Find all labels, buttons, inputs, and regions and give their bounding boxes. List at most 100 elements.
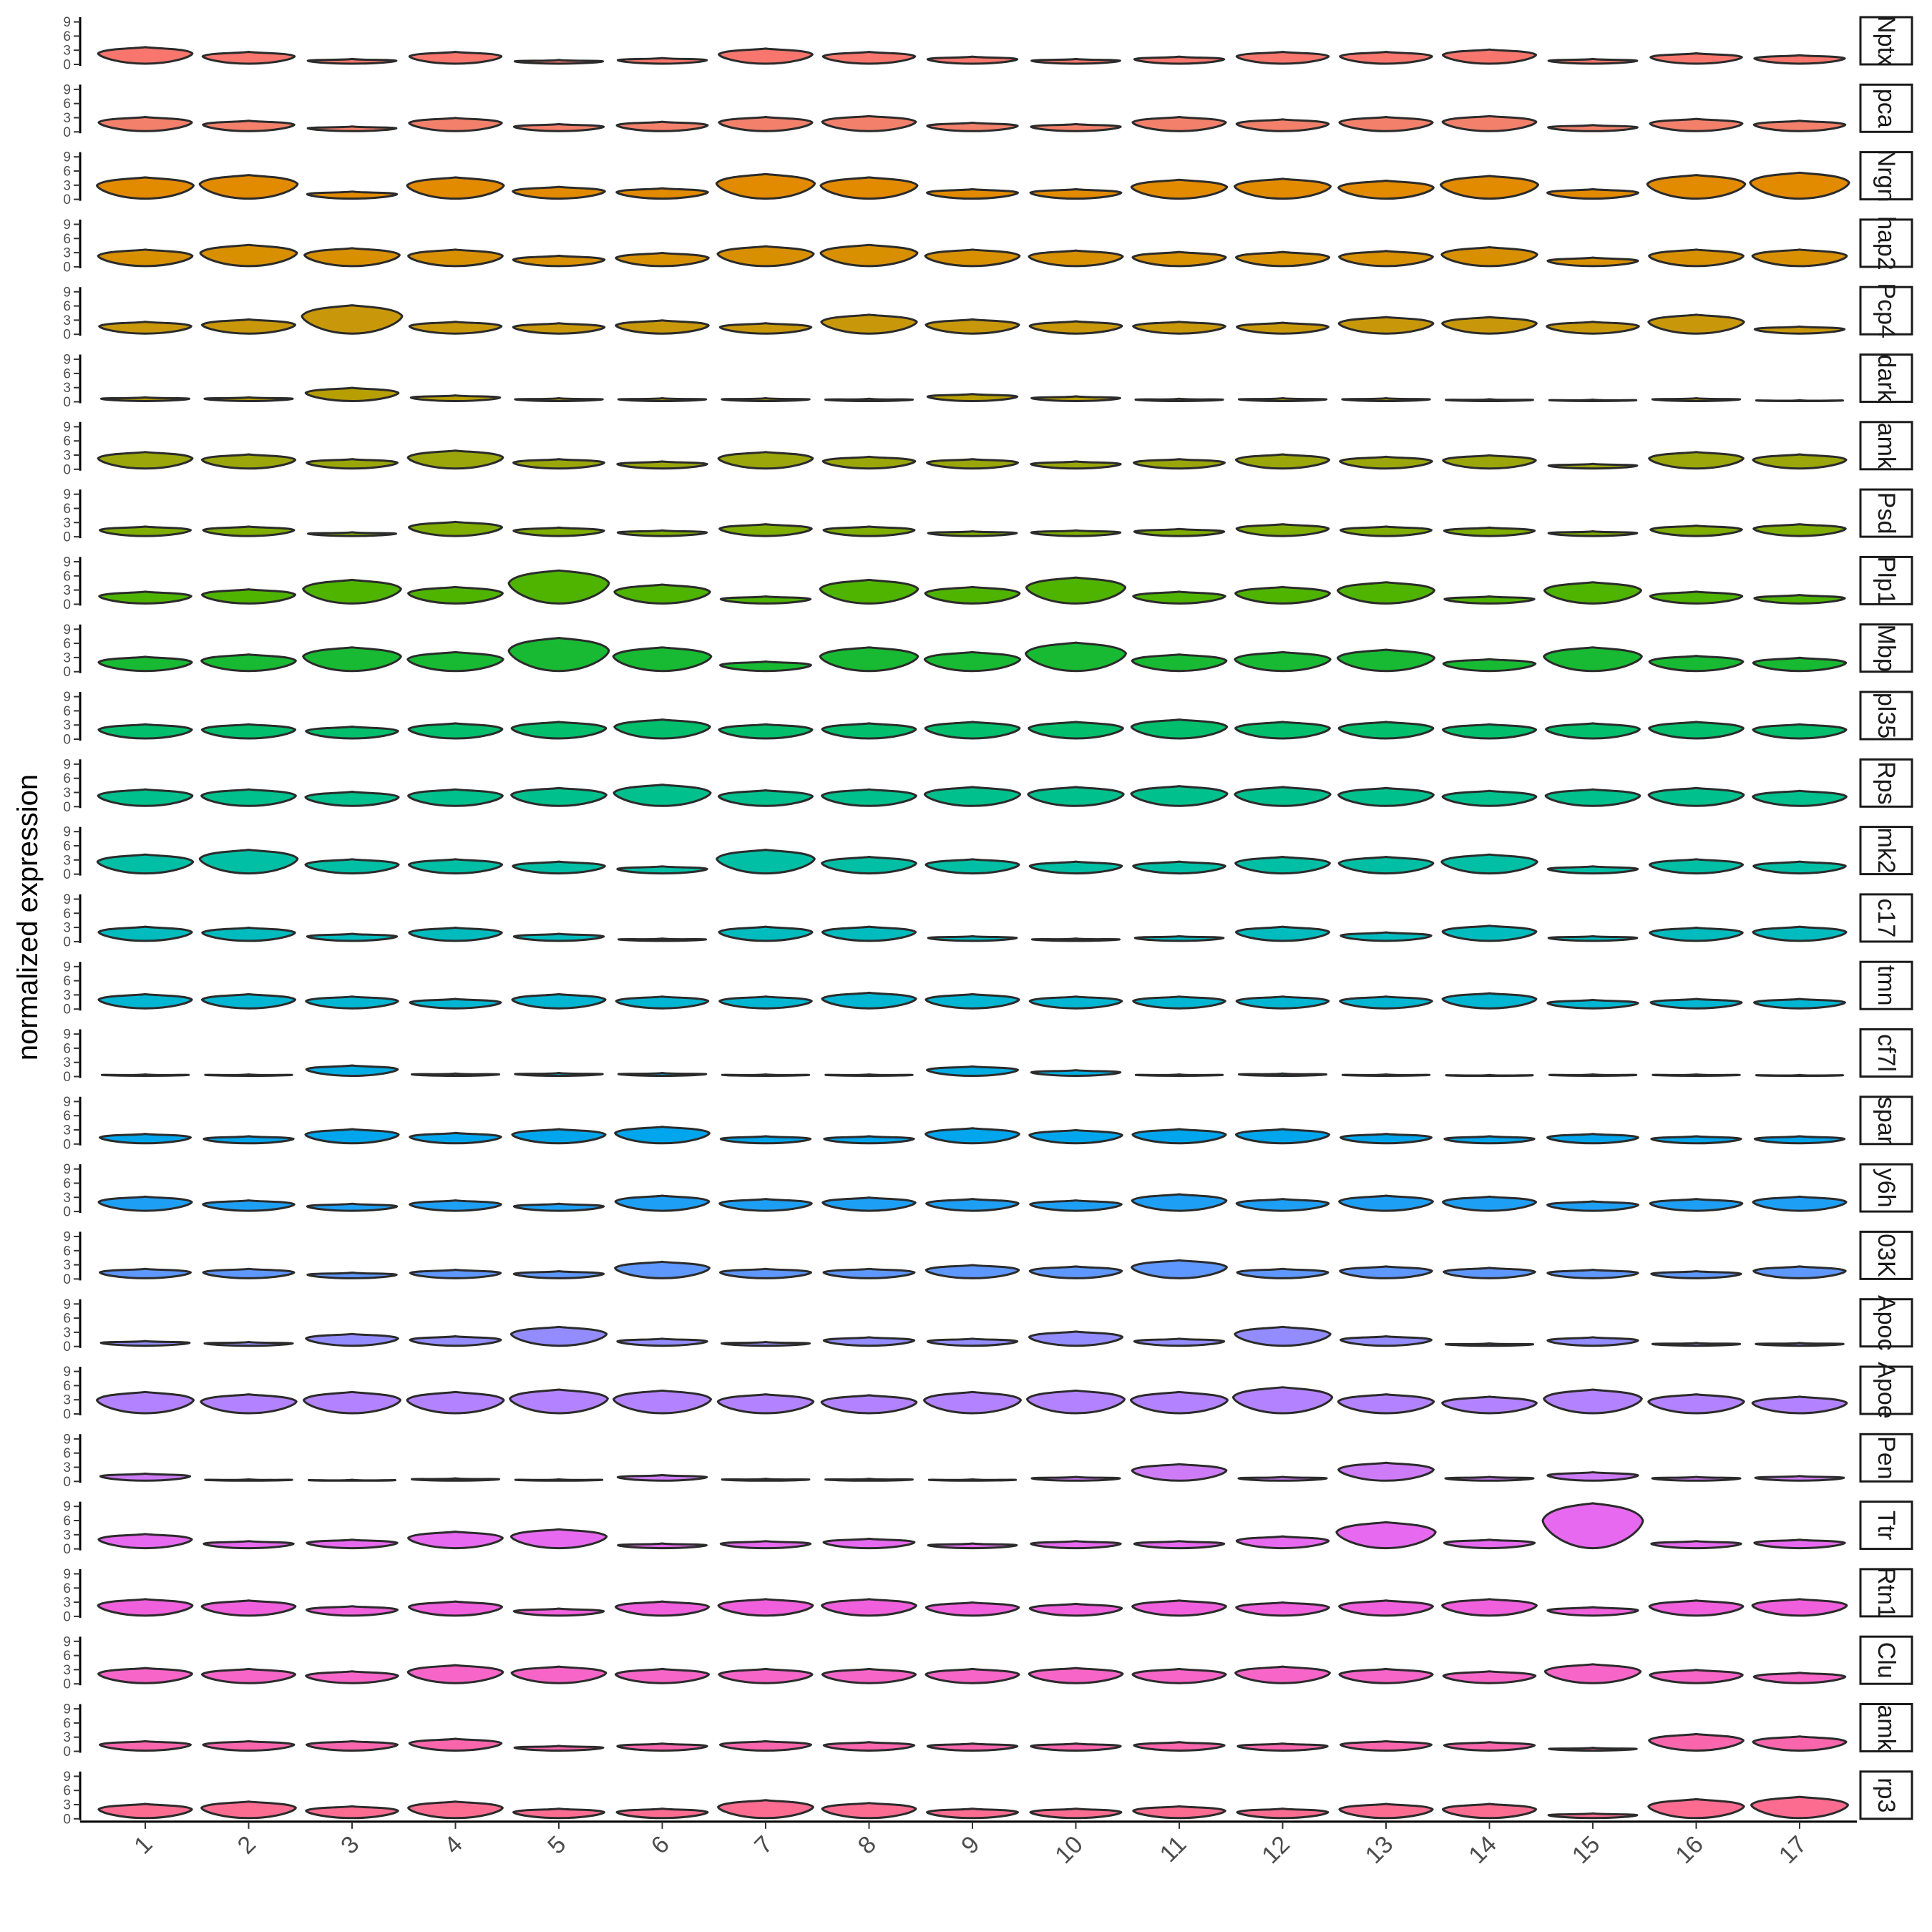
violin-shape <box>1649 117 1744 132</box>
violin-shape <box>924 585 1021 605</box>
gene-strip-label: dark <box>1873 354 1900 402</box>
gene-strip-label: amk <box>1873 1704 1900 1751</box>
violin-shape <box>407 248 504 268</box>
x-tick-label: 6 <box>646 1830 675 1859</box>
violin-shape <box>719 660 812 673</box>
violin-shape <box>819 646 919 673</box>
violin-shape <box>203 396 294 402</box>
violin-shape <box>407 1600 504 1617</box>
violin-shape <box>1132 321 1226 335</box>
violin-shape <box>408 117 503 132</box>
y-tick-label: 3 <box>63 786 71 801</box>
violin-shape <box>1441 789 1538 807</box>
violin-shape <box>924 992 1020 1010</box>
violin-shape <box>99 1133 192 1145</box>
violin-shape <box>408 51 503 65</box>
y-tick-label: 0 <box>63 125 71 140</box>
violin-shape <box>1441 723 1538 740</box>
y-tick-label: 6 <box>63 907 71 922</box>
violin-shape <box>1028 721 1124 740</box>
violin-shape <box>99 1340 191 1347</box>
y-tick-label: 3 <box>63 1663 71 1678</box>
violin-shape <box>1648 655 1745 673</box>
violin-shape <box>922 1390 1023 1415</box>
violin-shape <box>612 646 713 673</box>
violin-shape <box>1647 786 1745 807</box>
violin-shape <box>1647 313 1745 335</box>
gene-strip-box <box>1859 623 1913 673</box>
violin-shape <box>614 1667 711 1684</box>
y-tick-label: 6 <box>63 1312 71 1327</box>
violin-shape <box>1337 1461 1435 1482</box>
violin-shape <box>1340 1740 1433 1752</box>
y-tick-label: 6 <box>63 1176 71 1191</box>
violin-shape <box>97 723 193 740</box>
gene-strip-box <box>1859 826 1913 876</box>
violin-shape <box>1133 1337 1226 1347</box>
y-tick-label: 9 <box>63 1162 71 1177</box>
violin-shape <box>1028 1667 1124 1684</box>
violin-shape <box>306 1605 399 1617</box>
gene-strip-label: amk <box>1873 423 1900 469</box>
gene-strip-box <box>1859 16 1913 66</box>
y-tick-label: 6 <box>63 839 71 854</box>
y-tick-label: 9 <box>63 487 71 502</box>
violin-shape <box>926 1807 1019 1820</box>
violin-shape <box>1752 1735 1848 1752</box>
violin-shape <box>97 992 193 1010</box>
violin-shape <box>1647 1797 1745 1820</box>
y-tick-label: 3 <box>63 1325 71 1340</box>
violin-shape <box>1337 180 1435 200</box>
y-tick-label: 0 <box>63 328 71 343</box>
gene-strip-label: y6h <box>1873 1169 1900 1208</box>
violin-shape <box>616 1337 708 1347</box>
gene-strip-label: pl35 <box>1873 693 1900 738</box>
violin-shape <box>821 1598 917 1617</box>
violin-shape <box>1445 398 1534 402</box>
violin-shape <box>200 318 297 335</box>
violin-shape <box>512 1202 605 1212</box>
y-tick-label: 0 <box>63 1609 71 1624</box>
violin-shape <box>1753 1135 1846 1145</box>
violin-shape <box>821 925 917 942</box>
violin-shape <box>1752 1195 1848 1212</box>
violin-shape <box>1441 1802 1538 1820</box>
y-tick-label: 3 <box>63 246 71 261</box>
violin-shape <box>1546 865 1639 875</box>
violin-shape <box>1236 321 1330 335</box>
violin-shape <box>616 57 708 65</box>
violin-shape <box>819 578 919 605</box>
violin-shape <box>1131 1259 1228 1279</box>
y-tick-label: 3 <box>63 1798 71 1813</box>
violin-shape <box>1341 397 1431 402</box>
violin-shape <box>924 1264 1020 1279</box>
violin-shape <box>306 1271 398 1279</box>
x-tick-label: 4 <box>439 1830 468 1859</box>
gene-strip-label: Apoe <box>1873 1362 1900 1418</box>
y-tick-label: 0 <box>63 1745 71 1760</box>
y-tick-label: 0 <box>63 1205 71 1220</box>
violin-shape <box>821 51 917 65</box>
violin-shape <box>1646 174 1747 200</box>
x-tick-label: 10 <box>1050 1830 1088 1869</box>
y-tick-label: 3 <box>63 516 71 531</box>
gene-strip-box <box>1859 1433 1913 1483</box>
violin-shape <box>1338 1194 1434 1212</box>
violin-shape <box>1547 124 1639 132</box>
y-tick-label: 6 <box>63 366 71 381</box>
x-tick-label: 11 <box>1155 1830 1192 1868</box>
y-tick-label: 3 <box>63 853 71 868</box>
violin-shape <box>1340 931 1433 942</box>
y-tick-label: 0 <box>63 462 71 477</box>
violin-shape <box>99 1740 192 1752</box>
violin-shape <box>717 451 814 470</box>
violin-shape <box>407 520 504 537</box>
y-tick-label: 6 <box>63 502 71 517</box>
violin-shape <box>1132 1805 1226 1820</box>
violin-shape <box>1028 1330 1124 1347</box>
